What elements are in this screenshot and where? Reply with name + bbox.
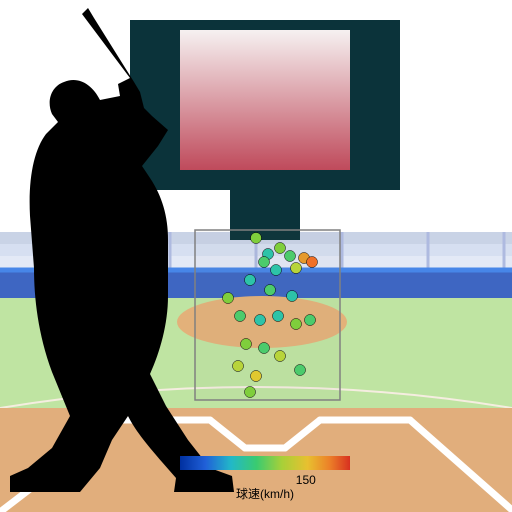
pitch-marker xyxy=(251,233,262,244)
pitch-marker xyxy=(285,251,296,262)
pitch-marker xyxy=(233,361,244,372)
pitch-marker xyxy=(275,243,286,254)
pitch-marker xyxy=(307,257,318,268)
pitch-marker xyxy=(305,315,316,326)
pitch-marker xyxy=(295,365,306,376)
pitch-marker xyxy=(241,339,252,350)
pitch-marker xyxy=(245,275,256,286)
pitch-marker xyxy=(271,265,282,276)
pitch-marker xyxy=(245,387,256,398)
pitch-marker xyxy=(291,319,302,330)
pitch-marker xyxy=(251,371,262,382)
pitch-marker xyxy=(287,291,298,302)
pitch-marker xyxy=(259,257,270,268)
pitch-marker xyxy=(223,293,234,304)
pitch-marker xyxy=(291,263,302,274)
pitch-marker xyxy=(273,311,284,322)
scoreboard-screen xyxy=(180,30,350,170)
chart-svg: 100 150球速(km/h) xyxy=(0,0,512,512)
pitch-marker xyxy=(235,311,246,322)
pitch-marker xyxy=(259,343,270,354)
legend-title: 球速(km/h) xyxy=(236,487,294,501)
pitch-marker xyxy=(265,285,276,296)
pitch-marker xyxy=(275,351,286,362)
pitch-marker xyxy=(255,315,266,326)
legend-tick-label: 100 xyxy=(197,473,217,487)
legend-colorbar xyxy=(180,456,350,470)
pitch-chart-stage: 100 150球速(km/h) xyxy=(0,0,512,512)
legend-tick-label: 150 xyxy=(296,473,316,487)
